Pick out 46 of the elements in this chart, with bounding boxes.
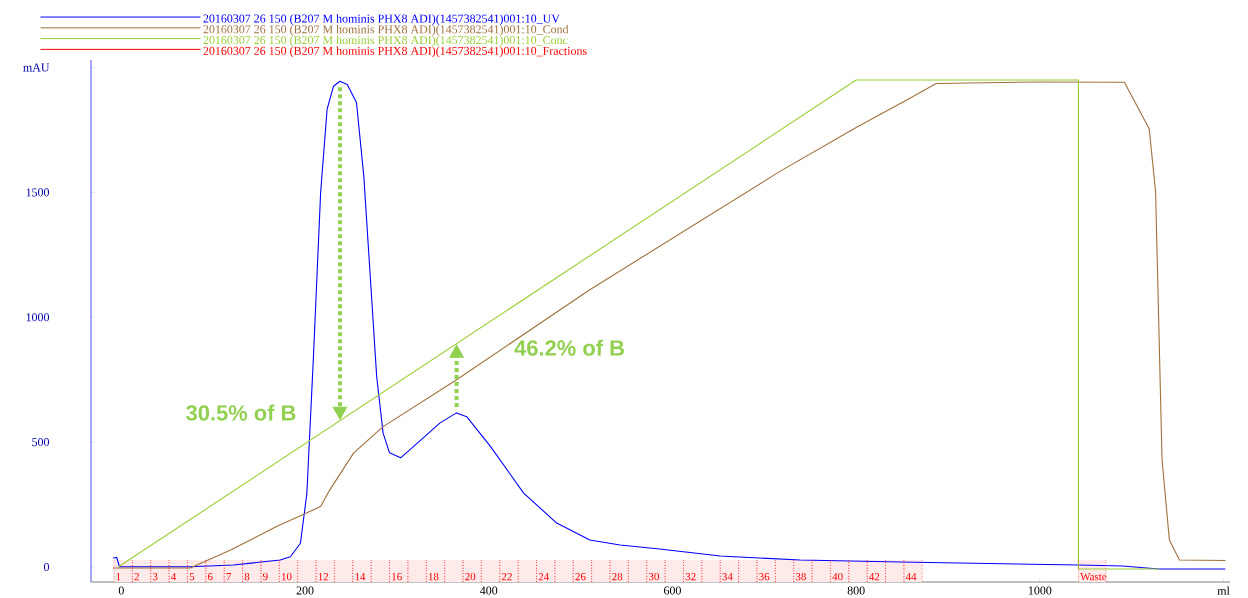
band-label: 10 (281, 572, 292, 581)
band-label: 9 (263, 572, 268, 581)
x-tick-label: 800 (847, 586, 865, 595)
annotation: 46.2% of B (514, 339, 624, 356)
band-label: 14 (355, 572, 366, 581)
annotation: 30.5% of B (186, 404, 296, 421)
band-label: 32 (685, 572, 696, 581)
text: 20160307 26 150 (B207 M hominis PHX8 ADI)(1457382541)001:10_Conc (203, 35, 568, 47)
y-tick-label: 0 (43, 562, 50, 571)
band-label: 12 (318, 572, 329, 581)
x-tick-label: 1000 (1028, 586, 1052, 595)
band-label: 4 (171, 573, 177, 581)
band-label: 8 (244, 572, 250, 581)
band-label: 20 (465, 572, 476, 581)
band-label: 1 (116, 572, 121, 581)
band-label: 22 (501, 572, 512, 581)
x-tick-label: 0 (118, 586, 124, 595)
band-label: 6 (208, 572, 213, 581)
band-label: 40 (832, 572, 843, 581)
band-label: 2 (134, 572, 139, 581)
band-label: 16 (392, 572, 402, 581)
y-tick-label: 500 (32, 438, 50, 447)
band-label: 30 (648, 572, 659, 581)
band-label: 38 (795, 572, 806, 581)
y-tick-label: 1000 (26, 313, 50, 322)
text: 20160307 26 150 (B207 M hominis PHX8 ADI)(1457382541)001:10_Cond (203, 24, 569, 36)
text: 20160307 26 150 (B207 M hominis PHX8 ADI)(1457382541)001:10_UV (203, 14, 560, 25)
x-tick-label: 400 (480, 586, 498, 595)
band-label: 42 (869, 572, 880, 581)
y-tick-label: 1500 (26, 188, 50, 197)
band-label: 7 (226, 573, 232, 581)
band-label: 28 (612, 572, 623, 581)
y-tick-label: mAU (23, 63, 50, 72)
band-label: 26 (575, 572, 586, 581)
band-label: 5 (189, 572, 195, 581)
x-tick-label: 200 (296, 586, 314, 595)
band-label: 36 (759, 572, 770, 581)
text: 20160307 26 150 (B207 M hominis PHX8 ADI)(1457382541)001:10_Fractions (203, 46, 587, 58)
band-label: 44 (905, 573, 917, 581)
band-label: 34 (722, 572, 733, 581)
band-label: 24 (538, 572, 549, 581)
x-tick-label: ml (1217, 586, 1230, 595)
band-label: Waste (1080, 572, 1107, 581)
x-tick-label: 600 (664, 586, 681, 595)
band-label: 18 (428, 572, 439, 581)
band-label: 3 (152, 572, 158, 581)
